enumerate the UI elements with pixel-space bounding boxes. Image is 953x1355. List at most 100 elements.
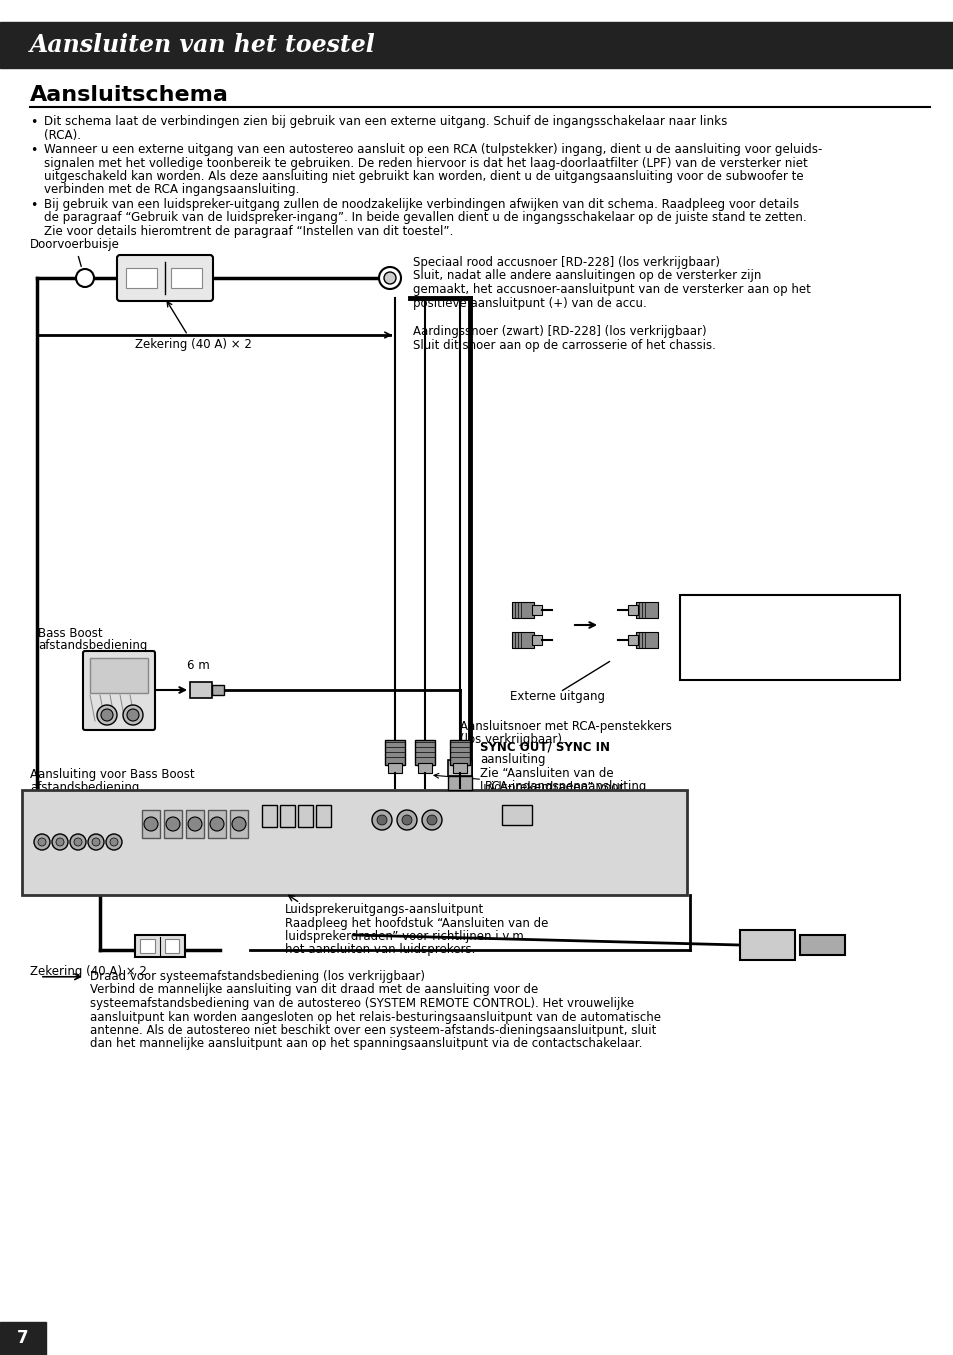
- Circle shape: [34, 833, 50, 850]
- Bar: [208, 810, 226, 837]
- Text: Boost afstandsbediening via de daarbij: Boost afstandsbediening via de daarbij: [30, 809, 261, 821]
- Bar: [501, 805, 532, 825]
- Text: Draad voor systeemafstandsbediening (los verkrijgbaar): Draad voor systeemafstandsbediening (los…: [90, 970, 424, 982]
- Text: Speciaal rood accusnoer [RD-228] (los verkrijgbaar): Speciaal rood accusnoer [RD-228] (los ve…: [413, 256, 720, 270]
- Circle shape: [88, 833, 104, 850]
- Text: aansluitpunt kan worden aangesloten op het relais-besturingsaansluitpunt van de : aansluitpunt kan worden aangesloten op h…: [90, 1011, 660, 1023]
- Bar: [385, 740, 405, 766]
- Text: Luidsprekeruitgangs-aansluitpunt: Luidsprekeruitgangs-aansluitpunt: [285, 902, 484, 916]
- Text: afstandsbediening: afstandsbediening: [30, 782, 139, 794]
- Bar: [448, 776, 472, 790]
- Text: (los verkrijgbaar).: (los verkrijgbaar).: [459, 733, 565, 747]
- Text: Zie voor details hieromtrent de paragraaf “Instellen van dit toestel”.: Zie voor details hieromtrent de paragraa…: [44, 225, 453, 238]
- Text: INPUT aansluiting.: INPUT aansluiting.: [479, 821, 587, 833]
- Text: 6 m: 6 m: [187, 659, 209, 672]
- Bar: [450, 740, 470, 766]
- Bar: [512, 631, 534, 648]
- Bar: [140, 939, 154, 953]
- Circle shape: [396, 810, 416, 831]
- Bar: [532, 635, 541, 645]
- Text: het aansluiten van luidsprekers.: het aansluiten van luidsprekers.: [285, 943, 475, 957]
- Circle shape: [56, 837, 64, 846]
- Text: Sluit dit snoer aan op de carrosserie of het chassis.: Sluit dit snoer aan op de carrosserie of…: [413, 339, 715, 351]
- Text: systeemafstandsbediening van de autostereo (SYSTEM REMOTE CONTROL). Het vrouweli: systeemafstandsbediening van de autoster…: [90, 997, 634, 1009]
- Text: gemaakt, het accusnoer-aansluitpunt van de versterker aan op het: gemaakt, het accusnoer-aansluitpunt van …: [413, 283, 810, 295]
- Text: Aansluitsnoer met RCA-penstekkers: Aansluitsnoer met RCA-penstekkers: [459, 720, 671, 733]
- Circle shape: [378, 267, 400, 289]
- Text: •: •: [30, 117, 37, 129]
- Bar: [532, 604, 541, 615]
- Circle shape: [106, 833, 122, 850]
- Circle shape: [210, 817, 224, 831]
- Text: verbinden met de RCA ingangsaansluiting.: verbinden met de RCA ingangsaansluiting.: [44, 183, 299, 196]
- Text: de paragraaf “Gebruik van de luidspreker-ingang”. In beide gevallen dient u de i: de paragraaf “Gebruik van de luidspreker…: [44, 211, 806, 225]
- Bar: [417, 763, 432, 772]
- Bar: [186, 810, 204, 837]
- Bar: [627, 604, 638, 615]
- Text: RCA-ingangspenaansluiting: RCA-ingangspenaansluiting: [434, 774, 647, 793]
- Bar: [453, 763, 467, 772]
- Text: Doorvoerbuisje: Doorvoerbuisje: [30, 238, 120, 267]
- FancyBboxPatch shape: [117, 255, 213, 301]
- Bar: [636, 602, 658, 618]
- Bar: [448, 760, 472, 776]
- Circle shape: [123, 705, 143, 725]
- Circle shape: [70, 833, 86, 850]
- Text: Zekering (40 A) × 2: Zekering (40 A) × 2: [30, 965, 147, 978]
- Circle shape: [401, 814, 412, 825]
- Text: •: •: [30, 199, 37, 211]
- Bar: [90, 659, 148, 692]
- Text: luidsprekerdraden” voor richtlijnen i.v.m.: luidsprekerdraden” voor richtlijnen i.v.…: [285, 930, 527, 943]
- Text: Verbind de mannelijke aansluiting van dit draad met de aansluiting voor de: Verbind de mannelijke aansluiting van di…: [90, 984, 537, 996]
- Bar: [627, 635, 638, 645]
- Circle shape: [232, 817, 246, 831]
- Text: Autostereo met: Autostereo met: [743, 607, 835, 621]
- Bar: [171, 268, 202, 289]
- Text: Bij gebruik van een luidspreker-uitgang zullen de noodzakelijke verbindingen afw: Bij gebruik van een luidspreker-uitgang …: [44, 198, 799, 211]
- Circle shape: [188, 817, 202, 831]
- Bar: [0, 1322, 46, 1355]
- Text: afstandsbediening: afstandsbediening: [38, 640, 147, 652]
- Text: 7: 7: [17, 1329, 29, 1347]
- Circle shape: [127, 709, 139, 721]
- FancyBboxPatch shape: [83, 650, 154, 730]
- Text: Verbind deze aansluiting met de Bass: Verbind deze aansluiting met de Bass: [30, 795, 253, 808]
- Bar: [126, 268, 157, 289]
- Text: positieve aansluitpunt (+) van de accu.: positieve aansluitpunt (+) van de accu.: [413, 297, 646, 309]
- Bar: [135, 935, 185, 957]
- Text: Aardingssnoer (zwart) [RD-228] (los verkrijgbaar): Aardingssnoer (zwart) [RD-228] (los verk…: [413, 325, 706, 337]
- Text: •: •: [30, 144, 37, 157]
- Text: Aansluiting voor Bass Boost: Aansluiting voor Bass Boost: [30, 768, 194, 780]
- Bar: [212, 686, 224, 695]
- Text: signalen met het volledige toonbereik te gebruiken. De reden hiervoor is dat het: signalen met het volledige toonbereik te…: [44, 156, 807, 169]
- Circle shape: [97, 705, 117, 725]
- Circle shape: [76, 270, 94, 287]
- Circle shape: [384, 272, 395, 285]
- Circle shape: [74, 837, 82, 846]
- Circle shape: [38, 837, 46, 846]
- Text: uitgeschakeld kan worden. Als deze aansluiting niet gebruikt kan worden, dient u: uitgeschakeld kan worden. Als deze aansl…: [44, 169, 802, 183]
- Bar: [636, 631, 658, 648]
- Text: aanwijzingen omtrent het gebruik: aanwijzingen omtrent het gebruik: [479, 794, 680, 808]
- Bar: [0, 22, 953, 68]
- Text: aansluiting: aansluiting: [479, 753, 545, 767]
- Bar: [740, 930, 794, 959]
- Text: aansluitingen: aansluitingen: [749, 635, 829, 648]
- Bar: [165, 939, 179, 953]
- Bar: [512, 602, 534, 618]
- Text: Aansluitschema: Aansluitschema: [30, 85, 229, 104]
- Text: Aansluiten van het toestel: Aansluiten van het toestel: [30, 33, 375, 57]
- Bar: [800, 935, 844, 955]
- Bar: [22, 790, 686, 896]
- Bar: [388, 763, 401, 772]
- Text: Zie “Aansluiten van de: Zie “Aansluiten van de: [479, 767, 613, 780]
- Text: antenne. Als de autostereo niet beschikt over een systeem-afstands-dieningsaansl: antenne. Als de autostereo niet beschikt…: [90, 1024, 656, 1037]
- Circle shape: [101, 709, 112, 721]
- Circle shape: [376, 814, 387, 825]
- Circle shape: [144, 817, 158, 831]
- Circle shape: [52, 833, 68, 850]
- Text: luidsprekerdraden” voor: luidsprekerdraden” voor: [479, 780, 622, 794]
- Text: Zekering (40 A) × 2: Zekering (40 A) × 2: [135, 302, 252, 351]
- Bar: [679, 595, 899, 680]
- Circle shape: [166, 817, 180, 831]
